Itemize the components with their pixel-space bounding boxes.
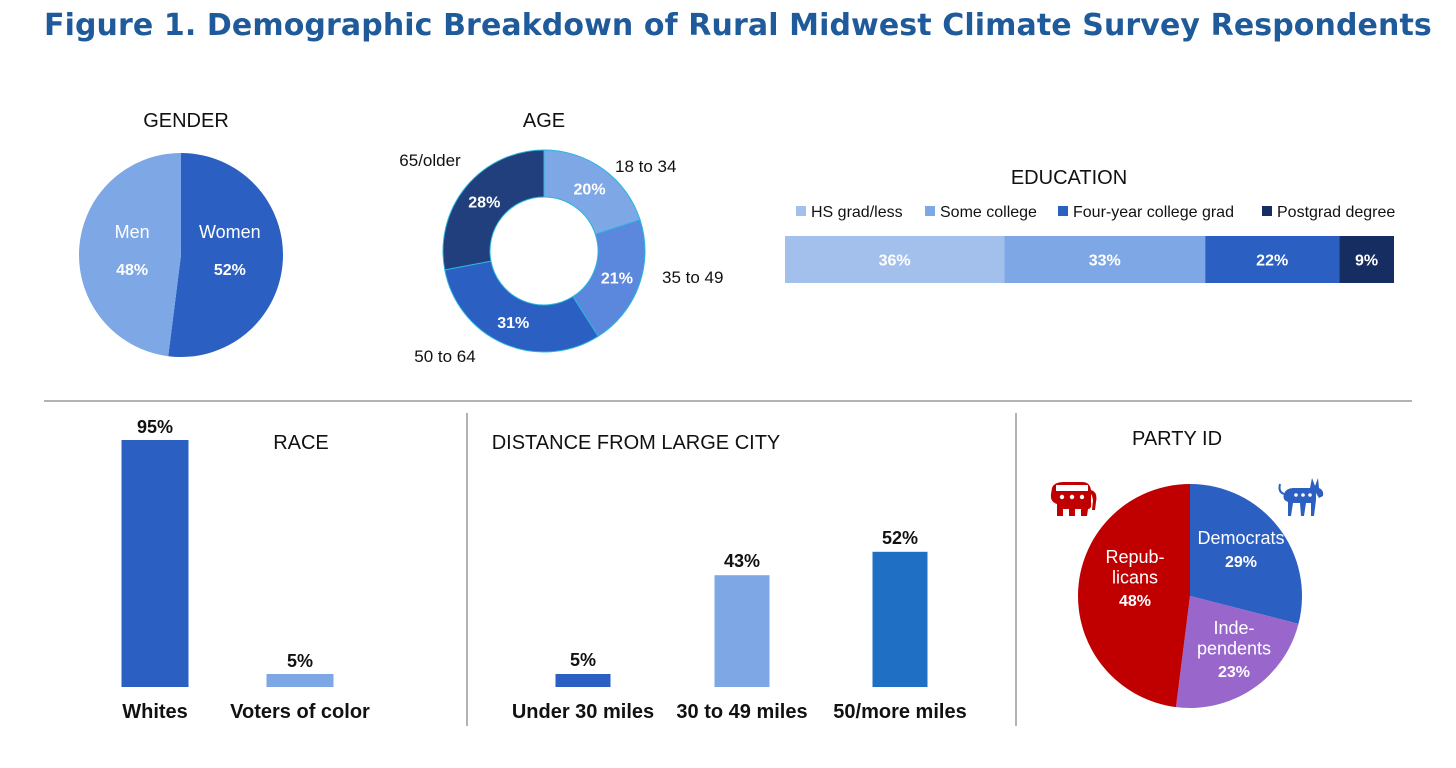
gender-title: GENDER: [143, 110, 229, 132]
distance-title: DISTANCE FROM LARGE CITY: [492, 432, 781, 454]
distance-category-30-to-49-miles: 30 to 49 miles: [676, 701, 807, 723]
gender-label-women: Women: [199, 222, 261, 242]
education-value-some-college: 33%: [1089, 253, 1121, 270]
gender-slice-men: [78, 153, 181, 357]
elephant-star-1: [1059, 494, 1065, 500]
education-value-four-year-college-grad: 22%: [1256, 253, 1288, 270]
gender-value-men: 48%: [116, 262, 148, 279]
party-value-democrats: 29%: [1225, 554, 1257, 571]
race-title: RACE: [273, 432, 329, 454]
donkey-star-3: [1308, 493, 1312, 497]
donkey-body: [1283, 488, 1316, 516]
donkey-star-2: [1301, 493, 1305, 497]
age-title: AGE: [523, 110, 565, 132]
gender-label-men: Men: [115, 222, 150, 242]
distance-bar-under-30-miles: [555, 674, 611, 687]
race-value-voters-of-color: 5%: [287, 651, 313, 671]
party-label-independents: Inde-pendents: [1197, 618, 1271, 659]
education-legend-some-college: Some college: [940, 204, 1037, 221]
party-title: PARTY ID: [1132, 428, 1222, 450]
party-value-independents: 23%: [1218, 664, 1250, 681]
gender-slice-women: [168, 153, 283, 357]
education-bar-four-year-college-grad: [1205, 236, 1340, 283]
education-value-postgrad-degree: 9%: [1355, 253, 1378, 270]
age-slice-65-older: [442, 149, 545, 271]
democratic-donkey-icon: [1278, 478, 1324, 516]
donkey-head: [1310, 478, 1324, 498]
party-slice-independents: [1175, 596, 1299, 708]
distance-value-50-more-miles: 52%: [882, 528, 918, 548]
age-value-65-older: 28%: [468, 195, 500, 212]
age-label-35-to-49: 35 to 49: [662, 268, 723, 287]
republican-elephant-icon: [1050, 482, 1097, 516]
distance-value-30-to-49-miles: 43%: [724, 551, 760, 571]
education-bar-postgrad-degree: [1339, 236, 1394, 283]
elephant-star-3: [1079, 494, 1085, 500]
race-bar-whites: [121, 440, 189, 687]
party-label-democrats: Democrats: [1197, 528, 1284, 548]
distance-bar-30-to-49-miles: [714, 575, 770, 687]
education-bar-some-college: [1004, 236, 1206, 283]
education-legend-four-year-college-grad: Four-year college grad: [1073, 204, 1234, 221]
age-slice-50-to-64: [444, 260, 599, 353]
race-value-whites: 95%: [137, 417, 173, 437]
party-value-republicans: 48%: [1119, 593, 1151, 610]
education-legend-swatch-postgrad-degree: [1262, 206, 1272, 216]
education-bar-hs-grad-less: [785, 236, 1005, 283]
party-label-republicans: Repub-licans: [1105, 547, 1164, 588]
education-legend-swatch-some-college: [925, 206, 935, 216]
age-value-50-to-64: 31%: [497, 315, 529, 332]
elephant-stripe: [1056, 485, 1088, 491]
elephant-trunk: [1091, 490, 1097, 510]
party-slice-republicans: [1078, 484, 1190, 708]
education-value-hs-grad-less: 36%: [879, 253, 911, 270]
age-label-50-to-64: 50 to 64: [414, 347, 475, 366]
party-slice-democrats: [1190, 484, 1302, 624]
distance-bar-50-more-miles: [872, 551, 928, 687]
age-value-18-to-34: 20%: [574, 181, 606, 198]
distance-category-50-more-miles: 50/more miles: [833, 701, 966, 723]
donkey-tail: [1278, 483, 1285, 495]
race-category-whites: Whites: [122, 701, 188, 723]
education-legend-swatch-hs-grad-less: [796, 206, 806, 216]
donkey-star-1: [1294, 493, 1298, 497]
age-label-18-to-34: 18 to 34: [615, 157, 676, 176]
gender-value-women: 52%: [214, 262, 246, 279]
figure-title: Figure 1. Demographic Breakdown of Rural…: [44, 8, 1432, 43]
race-category-voters-of-color: Voters of color: [230, 701, 370, 723]
age-value-35-to-49: 21%: [601, 270, 633, 287]
age-label-65-older: 65/older: [399, 151, 461, 170]
distance-value-under-30-miles: 5%: [570, 650, 596, 670]
race-bar-voters-of-color: [266, 674, 334, 687]
education-title: EDUCATION: [1011, 167, 1127, 189]
elephant-star-2: [1069, 494, 1075, 500]
education-legend-swatch-four-year-college-grad: [1058, 206, 1068, 216]
education-legend-hs-grad-less: HS grad/less: [811, 204, 903, 221]
distance-category-under-30-miles: Under 30 miles: [512, 701, 654, 723]
education-legend-postgrad-degree: Postgrad degree: [1277, 204, 1395, 221]
